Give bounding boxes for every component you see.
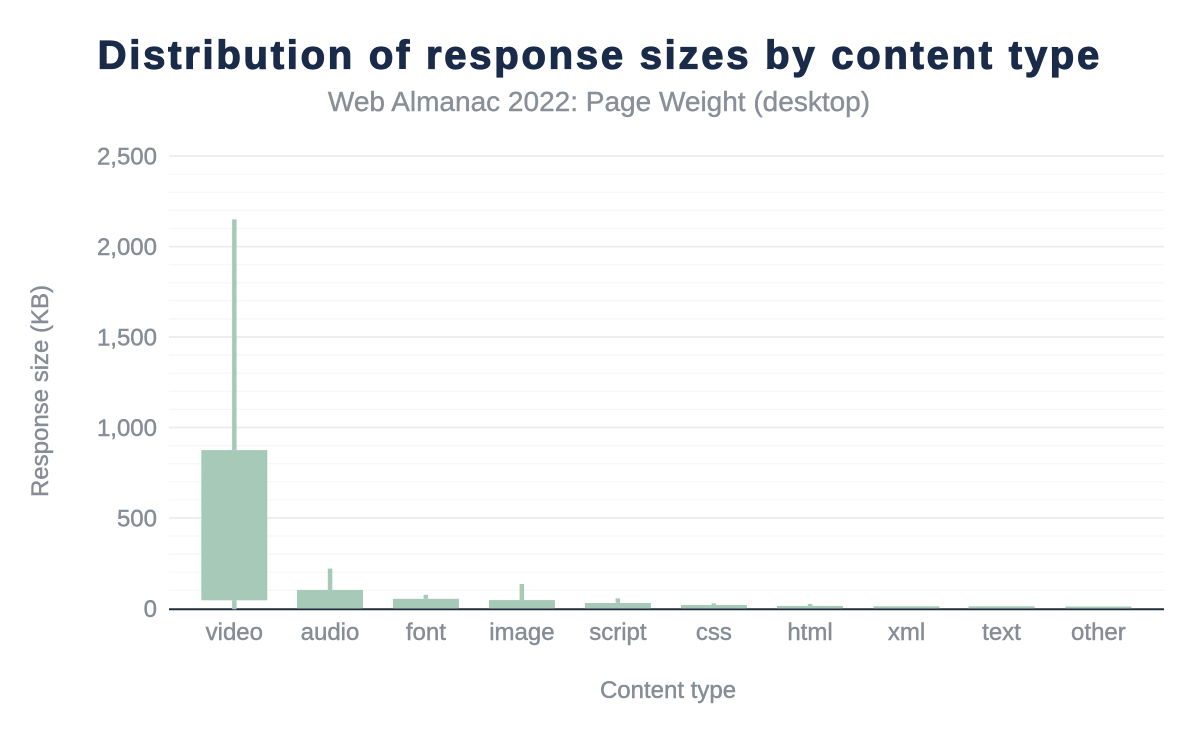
svg-text:font: font xyxy=(406,619,446,646)
svg-text:audio: audio xyxy=(301,619,360,646)
svg-text:html: html xyxy=(787,619,832,646)
svg-text:Web Almanac 2022: Page Weight: Web Almanac 2022: Page Weight (desktop) xyxy=(328,86,870,117)
svg-text:video: video xyxy=(206,619,263,646)
svg-text:2,000: 2,000 xyxy=(97,234,157,261)
svg-text:xml: xml xyxy=(888,619,925,646)
svg-text:css: css xyxy=(696,619,732,646)
svg-text:Content type: Content type xyxy=(600,677,736,704)
svg-text:Response size (KB): Response size (KB) xyxy=(27,285,54,497)
svg-text:script: script xyxy=(589,619,647,646)
svg-text:1,000: 1,000 xyxy=(97,415,157,442)
svg-text:0: 0 xyxy=(144,596,157,623)
svg-text:1,500: 1,500 xyxy=(97,325,157,352)
svg-text:other: other xyxy=(1071,619,1126,646)
svg-text:Distribution of response sizes: Distribution of response sizes by conten… xyxy=(98,34,1102,78)
svg-text:image: image xyxy=(489,619,554,646)
svg-text:2,500: 2,500 xyxy=(97,144,157,171)
svg-text:500: 500 xyxy=(117,506,157,533)
svg-text:text: text xyxy=(982,619,1021,646)
